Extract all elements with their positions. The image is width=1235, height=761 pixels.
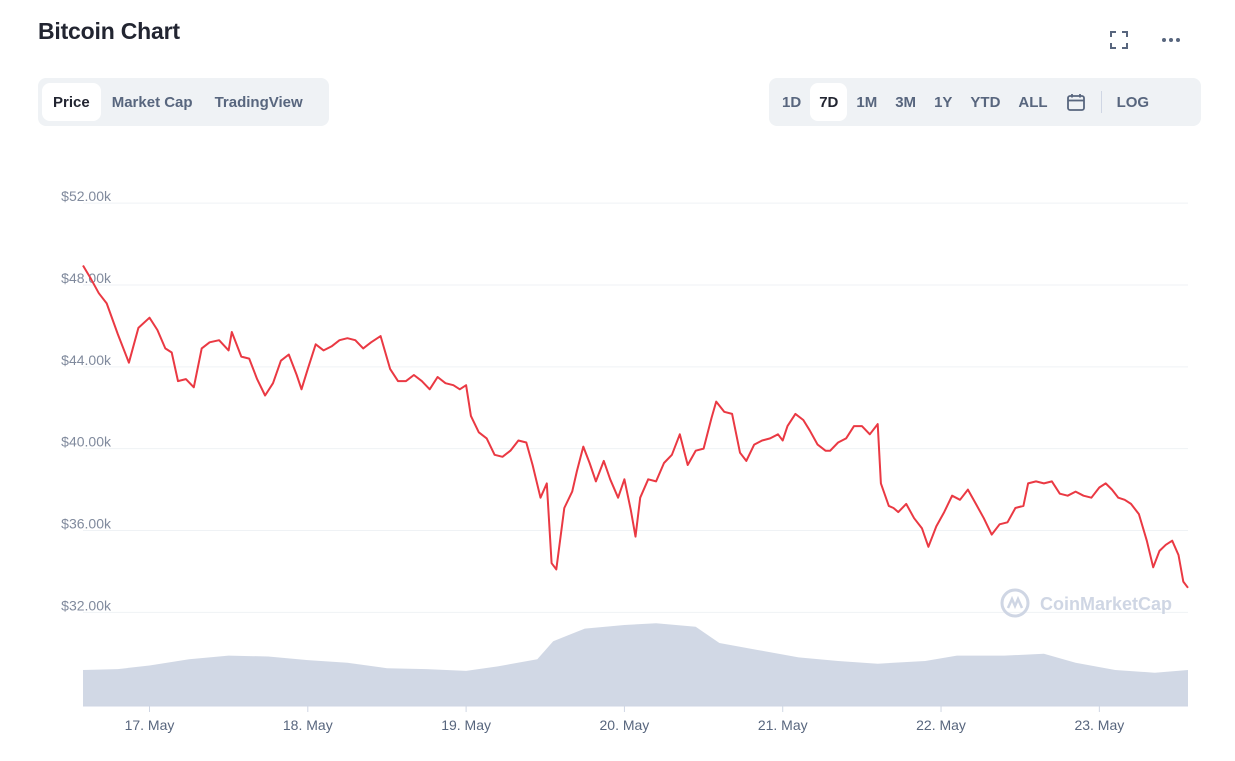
expand-icon[interactable] (1105, 26, 1133, 54)
more-dots-icon-svg (1162, 38, 1180, 42)
coinmarketcap-logo-icon (1000, 588, 1030, 618)
coinmarketcap-logo-mark (1006, 595, 1024, 610)
y-tick-label: $48.00k (61, 270, 112, 286)
page-title: Bitcoin Chart (38, 18, 180, 44)
log-toggle[interactable]: LOG (1116, 93, 1150, 111)
range-1d[interactable]: 1D (782, 93, 802, 111)
volume-area-path (83, 623, 1188, 706)
top-icons (1105, 26, 1185, 54)
watermark-text: CoinMarketCap (1040, 594, 1172, 614)
x-tick-label: 22. May (916, 717, 966, 733)
chart-type-tabs: Price Market Cap TradingView (38, 78, 329, 126)
x-tick-label: 20. May (600, 717, 650, 733)
x-tick-label: 23. May (1074, 717, 1124, 733)
more-dots-icon[interactable] (1157, 26, 1185, 54)
range-ytd[interactable]: YTD (970, 93, 1001, 111)
price-line (82, 264, 1189, 589)
y-tick-label: $52.00k (61, 188, 112, 204)
y-tick-label: $36.00k (61, 515, 112, 531)
x-tick-label: 19. May (441, 717, 491, 733)
price-line-group (82, 264, 1189, 589)
range-7d[interactable]: 7D (810, 83, 848, 121)
expand-icon-svg (1110, 31, 1128, 49)
range-all[interactable]: ALL (1018, 93, 1048, 111)
x-tick-label: 21. May (758, 717, 808, 733)
grid-lines (83, 202, 1188, 613)
range-1y[interactable]: 1Y (934, 93, 953, 111)
x-axis-ticks: 17. May 18. May 19. May 20. May 21. May 22. M… (83, 705, 1188, 733)
y-axis-ticks: $52.00k $48.00k $44.00k $40.00k $36.00k $32.0… (61, 188, 112, 613)
watermark: CoinMarketCap (1000, 588, 1172, 618)
range-divider (1100, 91, 1102, 113)
range-selector: 1D 7D 1M 3M 1Y YTD ALL LOG (769, 78, 1201, 126)
volume-area (83, 623, 1188, 706)
y-tick-label: $32.00k (61, 597, 112, 613)
range-1m[interactable]: 1M (856, 93, 878, 111)
x-tick-label: 17. May (125, 717, 175, 733)
tab-market-cap[interactable]: Market Cap (111, 93, 193, 111)
x-tick-label: 18. May (283, 717, 333, 733)
calendar-icon[interactable] (1057, 83, 1095, 121)
tab-price[interactable]: Price (42, 83, 101, 121)
y-tick-label: $40.00k (61, 434, 112, 450)
tab-tradingview[interactable]: TradingView (214, 93, 303, 111)
range-3m[interactable]: 3M (895, 93, 917, 111)
y-tick-label: $44.00k (61, 352, 112, 368)
calendar-icon-svg (1066, 94, 1085, 111)
